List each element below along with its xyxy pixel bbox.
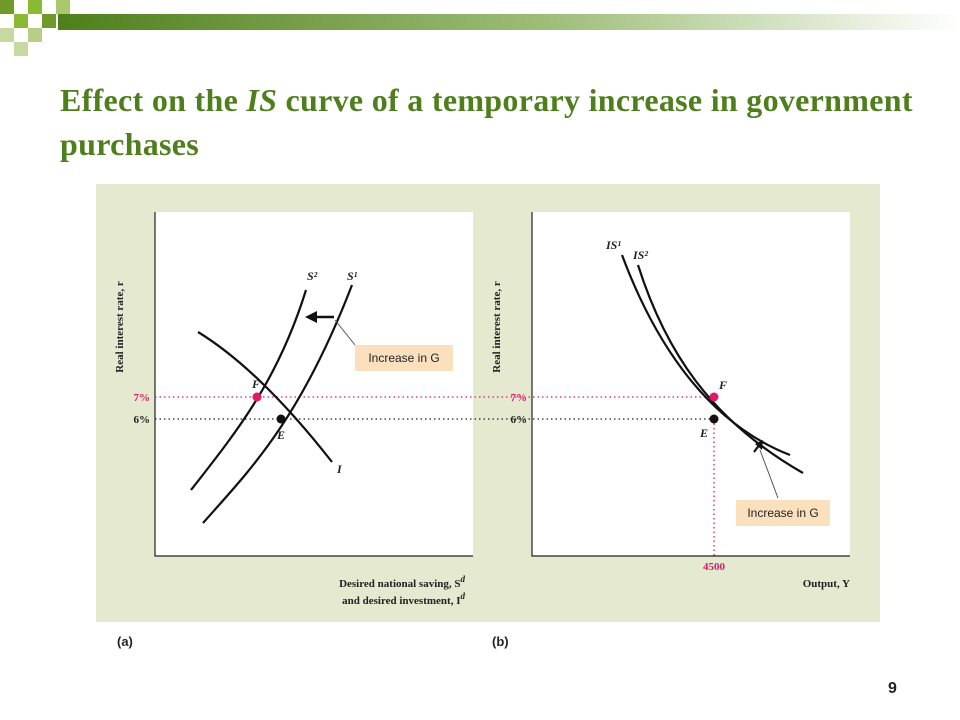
label-e-a: E <box>276 428 285 442</box>
label-f-b: F <box>718 378 727 392</box>
label-f-a: F <box>251 377 260 391</box>
label-is1: IS¹ <box>605 238 621 252</box>
label-s2: S² <box>307 269 318 283</box>
panel-label-a: (a) <box>117 634 133 649</box>
point-f-a <box>252 392 262 402</box>
page-number: 9 <box>888 680 897 697</box>
xlabel-a-line2: and desired investment, Id <box>342 591 465 607</box>
label-i: I <box>336 462 343 476</box>
curve-s1 <box>202 284 354 524</box>
ytick-a-7: 7% <box>134 392 151 404</box>
shift-arrow-a-head <box>305 311 317 323</box>
callout-b-leader <box>759 449 779 499</box>
point-f-b <box>709 392 719 402</box>
panel-b-axes <box>531 212 850 557</box>
xtick-b-4500: 4500 <box>703 561 726 573</box>
xlabel-a-line1: Desired national saving, Sd <box>339 574 465 590</box>
callout-increase-in-g-a: Increase in G <box>355 345 453 371</box>
ytick-b-6: 6% <box>511 414 528 426</box>
panel-label-b: (b) <box>492 634 509 649</box>
label-e-b: E <box>699 426 708 440</box>
label-s1: S¹ <box>347 269 358 283</box>
xlabel-b: Output, Y <box>803 578 850 590</box>
curve-is1 <box>620 254 791 457</box>
curve-i <box>197 331 333 463</box>
slide-title: Effect on the IS curve of a temporary in… <box>60 82 913 162</box>
panel-a-plot-area <box>155 212 473 556</box>
decorative-header-bar <box>0 0 960 56</box>
point-e-a <box>276 414 286 424</box>
curve-is2 <box>636 264 804 474</box>
label-is2: IS² <box>632 248 648 262</box>
ylabel-a: Real interest rate, r <box>114 281 126 373</box>
ytick-a-6: 6% <box>134 414 151 426</box>
panel-a-axes <box>154 212 473 557</box>
ylabel-b: Real interest rate, r <box>491 281 503 373</box>
ytick-b-7: 7% <box>511 392 528 404</box>
panel-b-plot-area <box>532 212 850 556</box>
callout-increase-in-g-b: Increase in G <box>736 500 830 526</box>
shift-arrow-b-head <box>755 440 763 450</box>
callout-a-leader <box>334 319 356 346</box>
point-e-b <box>709 414 719 424</box>
